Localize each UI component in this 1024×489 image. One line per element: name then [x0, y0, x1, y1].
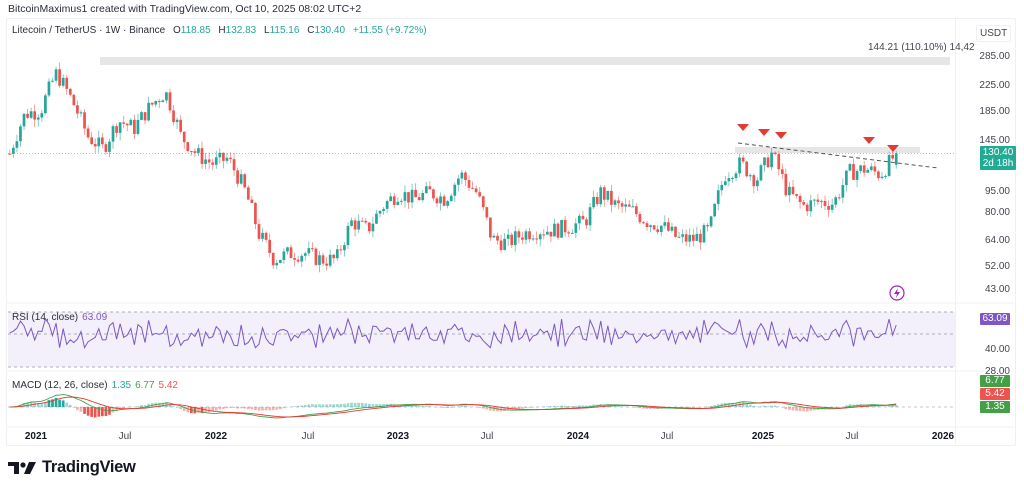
- time-tick: Jul: [480, 431, 494, 442]
- time-tick: 2024: [566, 431, 590, 442]
- rsi-label[interactable]: RSI (14, close): [12, 312, 79, 323]
- price-tick: 185.00: [979, 106, 1010, 117]
- rsi-value-tag: 63.09: [980, 313, 1010, 325]
- last-price-tag: 130.40 2d 18h: [980, 146, 1016, 170]
- price-tick: 43.00: [984, 284, 1010, 295]
- macd-label[interactable]: MACD (12, 26, close): [12, 380, 108, 391]
- low-value: 115.16: [269, 25, 300, 36]
- macd-hist-value: 1.35: [111, 380, 132, 391]
- bar-countdown: 2d 18h: [982, 158, 1014, 169]
- macd-line-tag: 6.77: [980, 375, 1010, 387]
- time-tick: Jul: [660, 431, 674, 442]
- time-tick: 2026: [931, 431, 955, 442]
- price-tick: 285.00: [979, 51, 1010, 62]
- tradingview-logo[interactable]: TradingView: [8, 458, 136, 477]
- rsi-legend: RSI (14, close) 63.09: [12, 312, 111, 323]
- time-tick: 2021: [24, 431, 48, 442]
- time-tick: 2022: [204, 431, 228, 442]
- chart-credit: BitcoinMaximus1 created with TradingView…: [8, 3, 362, 15]
- price-tick: 145.00: [979, 135, 1010, 146]
- macd-signal-value: 5.42: [158, 380, 178, 391]
- currency-unit[interactable]: USDT: [976, 25, 1012, 42]
- macd-signal-tag: 5.42: [980, 388, 1010, 400]
- rsi-tick-40: 40.00: [984, 344, 1010, 355]
- price-tick: 80.00: [984, 207, 1010, 218]
- time-tick: 2025: [751, 431, 775, 442]
- macd-legend: MACD (12, 26, close) 1.35 6.77 5.42: [12, 380, 182, 391]
- price-axis[interactable]: [955, 18, 1015, 444]
- price-tick: 64.00: [984, 235, 1010, 246]
- macd-hist-tag: 1.35: [980, 401, 1010, 413]
- rsi-tick-28: 28.00: [984, 366, 1010, 377]
- measure-label: 144.21 (110.10%) 14,42: [868, 42, 975, 53]
- rsi-value: 63.09: [82, 312, 108, 323]
- tradingview-logo-icon: [8, 461, 36, 474]
- price-tick: 95.00: [984, 186, 1010, 197]
- time-tick: Jul: [845, 431, 859, 442]
- chart-frame[interactable]: [6, 18, 1016, 446]
- time-tick: Jul: [118, 431, 132, 442]
- time-axis[interactable]: 2021 Jul 2022 Jul 2023 Jul 2024 Jul 2025 Jul 2026: [6, 428, 956, 444]
- time-tick: 2023: [386, 431, 410, 442]
- symbol-name[interactable]: Litecoin / TetherUS · 1W · Binance: [12, 25, 166, 36]
- last-price: 130.40: [982, 147, 1014, 158]
- change-value: +11.55 (+9.72%): [352, 25, 427, 36]
- symbol-legend: Litecoin / TetherUS · 1W · Binance O118.…: [12, 25, 427, 36]
- price-tick: 52.00: [984, 261, 1010, 272]
- macd-line-value: 6.77: [135, 380, 155, 391]
- open-value: 118.85: [180, 25, 211, 36]
- high-value: 132.83: [225, 25, 257, 36]
- brand-name: TradingView: [42, 458, 136, 476]
- time-tick: Jul: [301, 431, 315, 442]
- close-value: 130.40: [314, 25, 346, 36]
- price-tick: 225.00: [979, 80, 1010, 91]
